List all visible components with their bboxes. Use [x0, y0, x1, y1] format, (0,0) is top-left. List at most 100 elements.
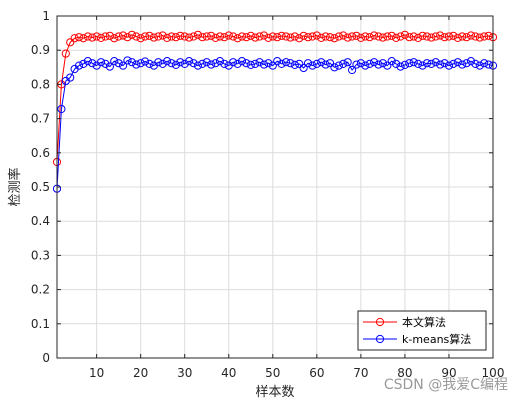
data-point [383, 32, 392, 41]
data-point [83, 32, 92, 41]
data-point [484, 31, 493, 40]
x-tick-label: 40 [221, 366, 236, 380]
data-point [281, 32, 291, 41]
data-point [211, 33, 220, 42]
data-point [396, 32, 405, 41]
data-point [343, 58, 352, 67]
data-point [414, 33, 423, 42]
data-point [140, 32, 150, 41]
data-point [88, 59, 97, 68]
data-point [352, 60, 361, 69]
data-point [462, 33, 471, 42]
data-point [321, 60, 330, 69]
x-tick-label: 10 [89, 366, 104, 380]
data-point [202, 58, 211, 67]
data-point [61, 49, 70, 58]
watermark: CSDN @我爱C编程 [384, 377, 508, 393]
data-point [92, 32, 101, 41]
data-point [321, 32, 330, 41]
data-point [167, 32, 176, 41]
data-point [264, 33, 273, 42]
data-point [145, 31, 154, 40]
x-axis-label: 样本数 [255, 385, 294, 400]
data-point [70, 34, 79, 43]
data-point [299, 31, 308, 40]
data-point [339, 31, 348, 40]
series-1 [52, 30, 498, 167]
data-point [220, 59, 229, 68]
data-point [436, 31, 445, 40]
data-point [383, 61, 392, 70]
data-point [211, 59, 220, 68]
data-point [79, 59, 88, 68]
data-point [273, 57, 282, 66]
data-point [466, 31, 476, 40]
data-point [259, 31, 269, 40]
data-point [171, 33, 181, 42]
data-point [132, 32, 141, 41]
x-tick-label: 20 [133, 366, 148, 380]
data-point [114, 32, 123, 41]
data-point [400, 30, 410, 39]
data-point [83, 57, 92, 66]
data-point [127, 58, 136, 67]
y-tick-label: 0 [42, 351, 50, 365]
data-point [229, 32, 238, 41]
y-tick-label: 0.4 [31, 214, 50, 228]
data-point [140, 57, 150, 66]
data-point [277, 31, 286, 40]
data-point [233, 34, 242, 43]
data-point [449, 59, 458, 68]
data-point [330, 34, 339, 43]
data-point [255, 32, 264, 41]
data-point [176, 58, 185, 67]
data-point [242, 33, 251, 42]
y-tick-label: 1 [42, 9, 50, 23]
data-point [268, 32, 277, 41]
data-point [251, 33, 260, 42]
data-point [325, 33, 335, 42]
data-point [458, 60, 467, 69]
data-point [299, 63, 308, 73]
data-point [453, 33, 462, 42]
data-point [180, 59, 189, 68]
data-point [110, 57, 119, 66]
data-point [303, 59, 313, 68]
x-tick-label: 60 [309, 366, 324, 380]
data-point [369, 58, 379, 67]
data-point [105, 62, 114, 71]
data-point [396, 62, 405, 71]
data-point [444, 32, 454, 41]
data-point [189, 32, 198, 41]
data-point [127, 30, 136, 39]
data-point [480, 59, 489, 68]
data-point [356, 59, 365, 68]
data-point [281, 58, 291, 67]
data-point [88, 33, 97, 42]
data-point [273, 33, 282, 42]
data-point [251, 59, 260, 68]
x-tick-label: 100 [482, 366, 505, 380]
data-point [405, 33, 414, 42]
legend-box [357, 310, 487, 351]
data-point [171, 60, 181, 70]
data-point [343, 33, 352, 42]
data-point [290, 32, 299, 41]
data-point [149, 33, 158, 42]
data-point [264, 59, 273, 68]
data-point [277, 59, 286, 68]
data-point [436, 60, 445, 69]
data-point [462, 59, 471, 68]
x-tick-label: 50 [265, 366, 280, 380]
data-point [378, 59, 387, 68]
data-point [145, 59, 154, 68]
data-point [123, 56, 132, 65]
series-2 [52, 56, 498, 193]
data-point [317, 33, 326, 42]
data-point [405, 59, 414, 68]
data-point [246, 31, 255, 40]
data-point [185, 57, 194, 66]
data-point [114, 59, 123, 68]
y-tick-label: 0.1 [31, 317, 50, 331]
